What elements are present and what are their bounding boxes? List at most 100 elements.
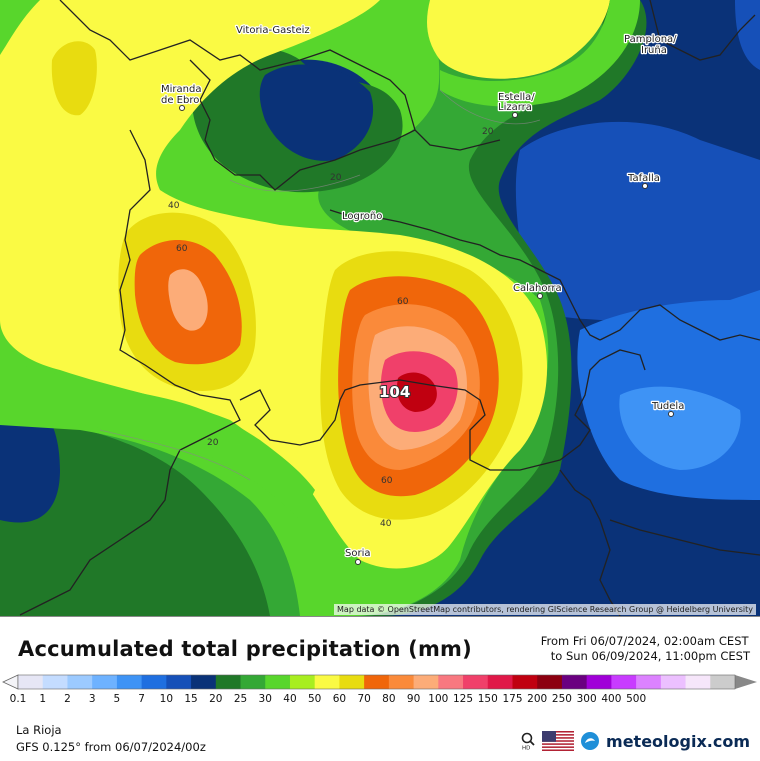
scale-swatch bbox=[314, 675, 340, 689]
precip-band-5 bbox=[619, 386, 741, 470]
scale-tick-label: 40 bbox=[283, 693, 296, 705]
model-info: GFS 0.125° from 06/07/2024/00z bbox=[16, 740, 206, 754]
city-label-miranda: de Ebro bbox=[161, 95, 199, 106]
city-dot-calahorra bbox=[537, 293, 543, 299]
brand-row: HD meteologix.com bbox=[520, 729, 750, 753]
scale-swatch bbox=[586, 675, 612, 689]
scale-swatch bbox=[463, 675, 489, 689]
city-label-calahorra: Calahorra bbox=[513, 283, 562, 294]
color-scale: 0.1 1 2 3 5 7 10 15 20 25 30 40 50 60 70 80 90 100 125 150 1… bbox=[2, 674, 757, 705]
svg-text:HD: HD bbox=[522, 746, 530, 751]
city-dot-estella bbox=[512, 112, 518, 118]
contour-lines bbox=[99, 89, 541, 481]
legend-panel: Accumulated total precipitation (mm) Fro… bbox=[0, 616, 760, 761]
scale-swatch bbox=[141, 675, 167, 689]
scale-swatch bbox=[166, 675, 192, 689]
scale-tick-label: 150 bbox=[478, 693, 498, 705]
scale-swatch bbox=[289, 675, 316, 689]
us-flag-icon[interactable] bbox=[542, 731, 575, 751]
city-label-vitoria-gasteiz: Vitoria-Gasteiz bbox=[236, 25, 310, 36]
city-label-tafalla: Tafalla bbox=[627, 173, 660, 184]
scale-tick-label: 300 bbox=[577, 693, 597, 705]
precip-band-10 bbox=[515, 121, 760, 332]
city-markers: Vitoria-Gasteiz Pamplona/ Iruña Miranda … bbox=[160, 24, 686, 565]
scale-tick-label: 60 bbox=[333, 693, 346, 705]
city-label-estella: Estella/ bbox=[498, 92, 535, 103]
scale-arrow-left bbox=[2, 674, 19, 690]
scale-tick-label: 25 bbox=[234, 693, 247, 705]
scale-tick-label: 125 bbox=[453, 693, 473, 705]
city-dot-soria bbox=[355, 559, 361, 565]
meteologix-logo-icon bbox=[580, 731, 600, 751]
precip-cell-center-125 bbox=[396, 372, 437, 412]
precip-band-25-west bbox=[0, 360, 315, 520]
scale-swatch bbox=[660, 675, 687, 689]
scale-tick-label: 175 bbox=[502, 693, 522, 705]
scale-tick-label: 30 bbox=[259, 693, 272, 705]
scale-tick-label: 2 bbox=[64, 693, 71, 705]
forecast-period: From Fri 06/07/2024, 02:00am CEST to Sun… bbox=[541, 634, 750, 664]
city-label-tudela: Tudela bbox=[651, 401, 684, 412]
scale-swatch bbox=[18, 675, 44, 689]
map-attribution: Map data © OpenStreetMap contributors, r… bbox=[334, 604, 756, 615]
city-label-estella: Lizarra bbox=[498, 102, 532, 113]
scale-swatch bbox=[364, 675, 390, 689]
contour-label: 20 bbox=[482, 127, 494, 137]
city-dot-miranda bbox=[179, 105, 185, 111]
precip-band-30-ne bbox=[440, 0, 640, 107]
contour-label: 60 bbox=[397, 297, 409, 307]
scale-swatch bbox=[611, 675, 637, 689]
admin-borders bbox=[19, 0, 760, 616]
precip-band-40-ne bbox=[427, 0, 610, 79]
scale-swatch bbox=[339, 675, 365, 689]
scale-swatch bbox=[413, 675, 439, 689]
precipitation-map[interactable]: 20 20 20 40 60 60 60 40 104 Vitoria-Gast… bbox=[0, 0, 760, 616]
scale-swatch bbox=[116, 675, 143, 689]
scale-swatch bbox=[537, 675, 563, 689]
scale-tick-label: 250 bbox=[552, 693, 572, 705]
scale-tick-label: 100 bbox=[428, 693, 448, 705]
scale-tick-label: 15 bbox=[184, 693, 197, 705]
scale-swatch bbox=[636, 675, 662, 689]
city-label-pamplona: Pamplona/ bbox=[624, 34, 677, 45]
city-label-soria: Soria bbox=[345, 548, 370, 559]
scale-swatch bbox=[215, 675, 242, 689]
contour-label: 60 bbox=[176, 244, 188, 254]
contour-label: 40 bbox=[380, 519, 392, 529]
period-from: From Fri 06/07/2024, 02:00am CEST bbox=[540, 634, 749, 648]
contour-label: 20 bbox=[207, 438, 219, 448]
scale-swatch bbox=[512, 675, 538, 689]
scale-swatch bbox=[710, 675, 736, 689]
city-label-logrono: Logroño bbox=[342, 211, 382, 222]
city-dot-tafalla bbox=[642, 183, 648, 189]
scale-tick-label: 0.1 bbox=[10, 693, 27, 705]
contour-label: 20 bbox=[330, 173, 342, 183]
hd-zoom-icon[interactable]: HD bbox=[520, 732, 536, 752]
precip-band-30-nw bbox=[0, 0, 40, 55]
scale-tick-label: 1 bbox=[39, 693, 46, 705]
scale-swatch bbox=[92, 675, 118, 689]
scale-tick-label: 20 bbox=[209, 693, 222, 705]
region-name: La Rioja bbox=[16, 723, 62, 737]
scale-swatch bbox=[42, 675, 68, 689]
scale-tick-label: 400 bbox=[601, 693, 621, 705]
scale-tick-label: 10 bbox=[160, 693, 173, 705]
scale-tick-label: 200 bbox=[527, 693, 547, 705]
scale-outline bbox=[17, 674, 736, 690]
city-label-pamplona: Iruña bbox=[641, 45, 667, 56]
scale-tick-label: 3 bbox=[89, 693, 96, 705]
scale-tick-label: 80 bbox=[382, 693, 395, 705]
contour-label: 60 bbox=[381, 476, 393, 486]
legend-title: Accumulated total precipitation (mm) bbox=[18, 637, 472, 661]
precip-cell-west-70 bbox=[168, 269, 208, 331]
contour-labels: 20 20 20 40 60 60 60 40 bbox=[168, 127, 494, 529]
contour-label: 40 bbox=[168, 201, 180, 211]
scale-tick-label: 70 bbox=[357, 693, 370, 705]
scale-swatch bbox=[438, 675, 464, 689]
brand-name[interactable]: meteologix.com bbox=[606, 731, 750, 751]
city-label-miranda: Miranda bbox=[161, 84, 201, 95]
scale-swatch bbox=[685, 675, 711, 689]
precip-band-15-north-core bbox=[259, 64, 374, 161]
period-to: to Sun 06/09/2024, 11:00pm CEST bbox=[550, 649, 750, 663]
scale-swatch bbox=[67, 675, 93, 689]
